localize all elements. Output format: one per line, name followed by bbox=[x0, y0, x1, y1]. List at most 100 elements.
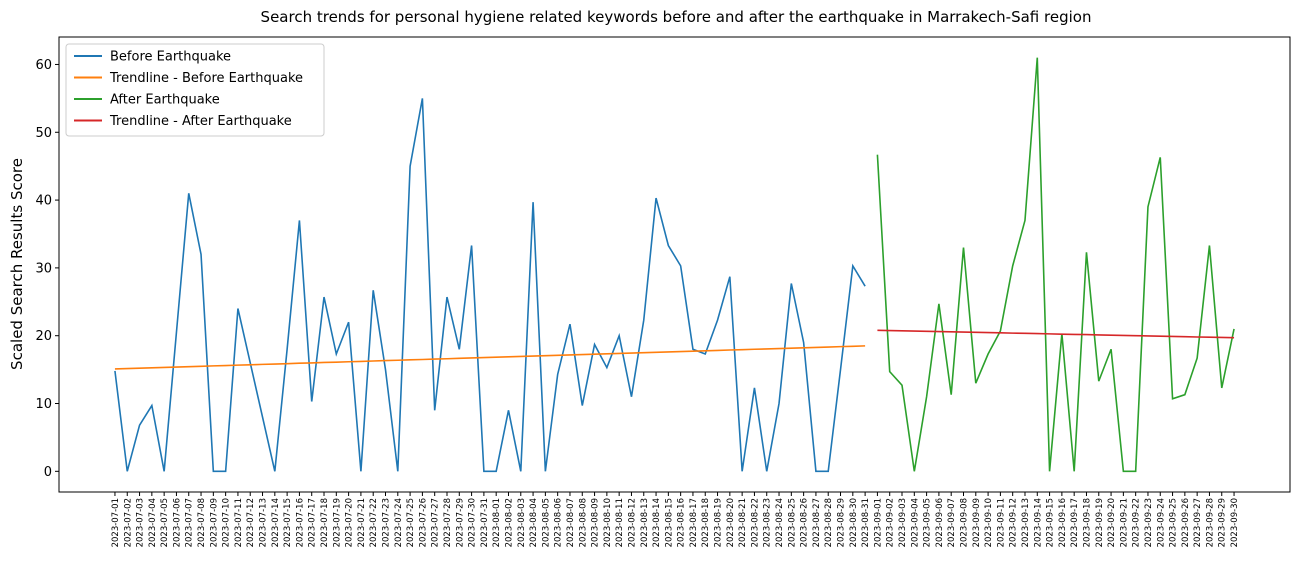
x-tick-label: 2023-08-03 bbox=[517, 498, 527, 547]
x-tick-label: 2023-07-09 bbox=[209, 498, 219, 547]
x-tick-label: 2023-08-05 bbox=[541, 498, 551, 547]
x-tick-label: 2023-08-26 bbox=[800, 498, 810, 547]
legend-box bbox=[65, 43, 325, 137]
y-tick-label: 0 bbox=[44, 465, 52, 480]
x-tick-label: 2023-09-29 bbox=[1218, 498, 1228, 547]
legend: Before Earthquake Trendline - Before Eart… bbox=[65, 43, 325, 137]
x-tick-label: 2023-07-25 bbox=[406, 498, 416, 547]
x-tick-label: 2023-07-31 bbox=[480, 498, 490, 547]
x-tick-label: 2023-08-25 bbox=[787, 498, 797, 547]
x-tick-label: 2023-07-19 bbox=[332, 498, 342, 547]
legend-label: After Earthquake bbox=[110, 93, 220, 108]
x-tick-label: 2023-07-30 bbox=[468, 498, 478, 547]
x-tick-label: 2023-07-11 bbox=[234, 498, 244, 547]
x-tick-label: 2023-09-14 bbox=[1033, 498, 1043, 547]
legend-label: Trendline - After Earthquake bbox=[109, 114, 292, 129]
legend-label: Trendline - Before Earthquake bbox=[109, 71, 303, 86]
x-tick-label: 2023-08-31 bbox=[861, 498, 871, 547]
x-tick-label: 2023-07-04 bbox=[148, 498, 158, 547]
x-tick-label: 2023-07-01 bbox=[111, 498, 121, 547]
x-tick-label: 2023-08-08 bbox=[578, 498, 588, 547]
x-tick-label: 2023-09-02 bbox=[886, 498, 896, 547]
x-tick-label: 2023-08-28 bbox=[824, 498, 834, 547]
plot-frame bbox=[58, 36, 1291, 493]
x-tick-label: 2023-09-06 bbox=[935, 498, 945, 547]
x-tick-label: 2023-09-09 bbox=[972, 498, 982, 547]
y-tick-label: 10 bbox=[35, 397, 52, 412]
x-tick-label: 2023-09-17 bbox=[1070, 498, 1080, 547]
x-tick-label: 2023-08-17 bbox=[689, 498, 699, 547]
x-tick-label: 2023-07-16 bbox=[295, 498, 305, 547]
x-tick-label: 2023-09-10 bbox=[984, 498, 994, 547]
x-tick-label: 2023-08-13 bbox=[640, 498, 650, 547]
x-tick-label: 2023-09-27 bbox=[1193, 498, 1203, 547]
series-line bbox=[876, 57, 1235, 473]
y-tick-label: 50 bbox=[35, 126, 52, 141]
x-tick-label: 2023-07-12 bbox=[246, 498, 256, 547]
y-tick-label: 30 bbox=[35, 261, 52, 276]
x-tick-label: 2023-07-17 bbox=[308, 498, 318, 547]
x-tick-label: 2023-08-11 bbox=[615, 498, 625, 547]
x-tick-label: 2023-07-02 bbox=[123, 498, 133, 547]
x-tick-label: 2023-09-15 bbox=[1046, 498, 1056, 547]
series-line bbox=[114, 345, 866, 370]
x-tick-label: 2023-08-24 bbox=[775, 498, 785, 547]
x-tick-label: 2023-08-27 bbox=[812, 498, 822, 547]
x-tick-label: 2023-08-23 bbox=[763, 498, 773, 547]
x-tick-label: 2023-07-13 bbox=[259, 498, 269, 547]
x-tick-label: 2023-07-07 bbox=[185, 498, 195, 547]
x-tick-label: 2023-08-07 bbox=[566, 498, 576, 547]
x-tick-label: 2023-09-01 bbox=[873, 498, 883, 547]
x-tick-label: 2023-09-30 bbox=[1230, 498, 1240, 547]
x-tick-label: 2023-09-24 bbox=[1156, 498, 1166, 547]
x-tick-label: 2023-07-29 bbox=[455, 498, 465, 547]
x-tick-label: 2023-08-18 bbox=[701, 498, 711, 547]
x-tick-label: 2023-09-23 bbox=[1144, 498, 1154, 547]
x-tick-label: 2023-07-20 bbox=[345, 498, 355, 547]
x-tick-label: 2023-09-12 bbox=[1009, 498, 1019, 547]
chart-title: Search trends for personal hygiene relat… bbox=[261, 8, 1092, 26]
x-tick-label: 2023-07-08 bbox=[197, 498, 207, 547]
x-tick-label: 2023-08-12 bbox=[627, 498, 637, 547]
x-tick-label: 2023-07-23 bbox=[382, 498, 392, 547]
x-tick-label: 2023-08-10 bbox=[603, 498, 613, 547]
x-tick-label: 2023-09-19 bbox=[1095, 498, 1105, 547]
x-tick-label: 2023-09-18 bbox=[1082, 498, 1092, 547]
x-tick-label: 2023-08-02 bbox=[504, 498, 514, 547]
x-tick-label: 2023-09-16 bbox=[1058, 498, 1068, 547]
y-tick-label: 60 bbox=[35, 58, 52, 73]
x-tick-label: 2023-09-03 bbox=[898, 498, 908, 547]
x-tick-label: 2023-07-28 bbox=[443, 498, 453, 547]
x-tick-label: 2023-07-14 bbox=[271, 498, 281, 547]
x-tick-label: 2023-09-07 bbox=[947, 498, 957, 547]
x-tick-label: 2023-07-26 bbox=[418, 498, 428, 547]
x-tick-label: 2023-07-03 bbox=[136, 498, 146, 547]
x-tick-label: 2023-09-28 bbox=[1205, 498, 1215, 547]
x-tick-label: 2023-09-13 bbox=[1021, 498, 1031, 547]
x-tick-label: 2023-08-06 bbox=[554, 498, 564, 547]
x-tick-label: 2023-09-08 bbox=[959, 498, 969, 547]
x-tick-label: 2023-08-20 bbox=[726, 498, 736, 547]
x-tick-label: 2023-09-20 bbox=[1107, 498, 1117, 547]
x-tick-label: 2023-08-22 bbox=[750, 498, 760, 547]
series-line bbox=[114, 98, 866, 473]
y-tick-label: 40 bbox=[35, 194, 52, 209]
x-tick-label: 2023-08-29 bbox=[837, 498, 847, 547]
x-tick-label: 2023-07-22 bbox=[369, 498, 379, 547]
x-tick-label: 2023-07-06 bbox=[172, 498, 182, 547]
x-tick-label: 2023-08-01 bbox=[492, 498, 502, 547]
x-tick-label: 2023-09-04 bbox=[910, 498, 920, 547]
x-tick-label: 2023-09-11 bbox=[996, 498, 1006, 547]
x-tick-label: 2023-09-22 bbox=[1132, 498, 1142, 547]
series-line bbox=[877, 329, 1235, 339]
y-axis-label: Scaled Search Results Score bbox=[8, 158, 26, 370]
x-tick-label: 2023-08-14 bbox=[652, 498, 662, 547]
x-tick-label: 2023-08-19 bbox=[714, 498, 724, 547]
legend-label: Before Earthquake bbox=[110, 50, 231, 65]
x-tick-label: 2023-07-15 bbox=[283, 498, 293, 547]
x-tick-label: 2023-08-04 bbox=[529, 498, 539, 547]
x-tick-label: 2023-07-05 bbox=[160, 498, 170, 547]
x-tick-label: 2023-09-26 bbox=[1181, 498, 1191, 547]
x-tick-label: 2023-07-21 bbox=[357, 498, 367, 547]
